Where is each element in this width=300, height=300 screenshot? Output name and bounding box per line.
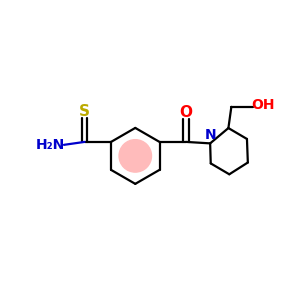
Text: OH: OH — [251, 98, 274, 112]
Text: H₂N: H₂N — [36, 138, 65, 152]
Text: S: S — [79, 104, 90, 119]
Text: N: N — [204, 128, 216, 142]
Circle shape — [119, 140, 152, 172]
Text: O: O — [179, 105, 193, 120]
